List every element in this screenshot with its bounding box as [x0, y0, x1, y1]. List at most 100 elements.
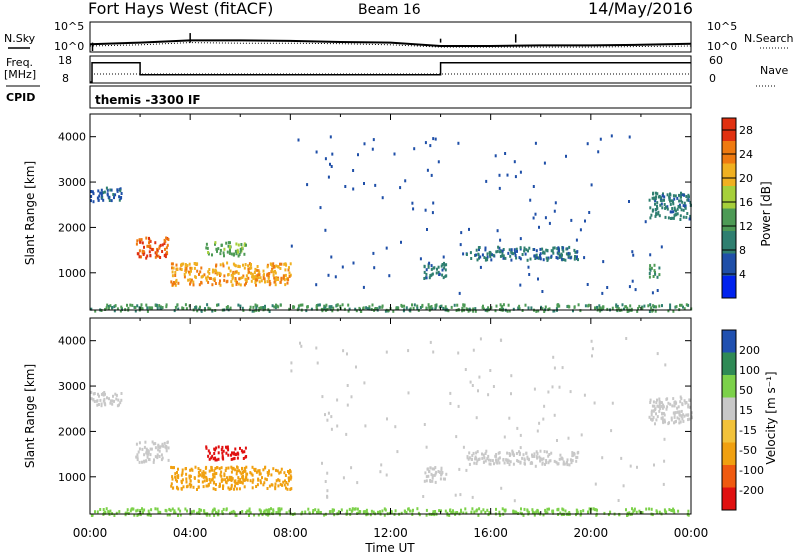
data-cell — [208, 271, 211, 275]
data-cell — [212, 481, 215, 485]
data-cell — [308, 511, 311, 515]
data-cell — [664, 420, 666, 424]
data-cell — [265, 508, 268, 512]
data-cell — [674, 411, 677, 415]
data-cell — [158, 449, 161, 453]
data-cell — [236, 456, 239, 460]
data-cell — [541, 307, 544, 311]
data-cell — [271, 304, 274, 308]
data-cell — [270, 263, 273, 266]
data-cell — [606, 307, 609, 311]
data-cell — [98, 194, 101, 198]
data-cell — [268, 508, 271, 512]
data-cell — [270, 507, 272, 511]
data-cell — [253, 467, 256, 471]
data-cell — [264, 466, 266, 470]
data-cell — [255, 485, 258, 488]
data-cell — [156, 249, 159, 253]
data-cell — [507, 251, 510, 255]
data-cell — [576, 250, 578, 254]
data-cell — [156, 453, 159, 457]
data-cell — [514, 251, 516, 255]
data-cell — [541, 462, 544, 466]
data-cell — [284, 479, 286, 483]
data-cell — [648, 415, 651, 419]
data-cell — [189, 479, 192, 483]
data-cell — [231, 283, 234, 287]
data-cell — [654, 309, 657, 313]
colorbar-tick-label: 50 — [739, 384, 753, 397]
data-cell — [672, 210, 675, 214]
data-cell — [244, 476, 247, 480]
data-cell — [567, 436, 570, 440]
data-cell — [412, 508, 414, 512]
data-cell — [550, 254, 553, 258]
data-cell — [506, 173, 509, 177]
data-cell — [551, 249, 554, 253]
data-cell — [116, 188, 119, 192]
data-cell — [500, 249, 502, 253]
data-cell — [154, 507, 157, 511]
data-cell — [509, 460, 512, 464]
data-cell — [499, 238, 502, 242]
colorbar-frame — [721, 329, 737, 511]
data-cell — [110, 188, 113, 192]
data-cell — [247, 509, 250, 513]
data-cell — [430, 472, 433, 476]
data-cell — [118, 198, 121, 202]
data-cell — [503, 508, 506, 512]
data-cell — [480, 510, 483, 514]
data-cell — [541, 290, 544, 293]
data-cell — [239, 480, 242, 484]
data-cell — [596, 305, 598, 309]
data-cell — [575, 459, 578, 463]
data-cell — [136, 304, 139, 308]
data-cell — [601, 306, 604, 310]
data-cell — [330, 305, 333, 309]
data-cell — [256, 483, 259, 487]
data-cell — [212, 508, 215, 512]
data-cell — [333, 508, 335, 512]
data-cell — [197, 480, 200, 483]
data-cell — [230, 479, 233, 482]
colorbar-swatch — [722, 375, 736, 398]
data-cell — [190, 483, 193, 487]
data-cell — [425, 513, 428, 517]
data-cell — [656, 192, 659, 196]
data-cell — [472, 451, 475, 455]
data-cell — [429, 274, 432, 278]
data-cell — [235, 481, 238, 485]
data-cell — [189, 468, 192, 472]
data-cell — [136, 513, 139, 517]
data-cell — [315, 150, 318, 154]
data-cell — [216, 249, 218, 253]
data-cell — [193, 476, 196, 480]
data-cell — [247, 267, 250, 271]
data-cell — [544, 508, 547, 512]
data-cell — [147, 450, 150, 454]
data-cell — [226, 446, 229, 450]
data-cell — [526, 455, 529, 459]
data-cell — [372, 251, 375, 255]
data-cell — [488, 511, 491, 515]
data-cell — [486, 252, 489, 256]
data-cell — [477, 513, 480, 517]
data-cell — [315, 305, 318, 309]
data-cell — [442, 255, 445, 259]
data-cell — [207, 251, 210, 254]
data-cell — [372, 510, 375, 514]
data-cell — [127, 306, 130, 310]
data-cell — [675, 305, 678, 309]
data-cell — [299, 341, 301, 345]
data-cell — [662, 482, 665, 486]
data-cell — [154, 255, 157, 259]
data-cell — [502, 303, 505, 307]
data-cell — [138, 255, 141, 259]
data-cell — [289, 474, 292, 478]
data-cell — [654, 191, 657, 195]
data-cell — [508, 454, 511, 457]
data-cell — [470, 257, 473, 260]
colorbar-swatch — [722, 420, 736, 443]
data-cell — [425, 479, 428, 483]
data-cell — [163, 441, 166, 445]
